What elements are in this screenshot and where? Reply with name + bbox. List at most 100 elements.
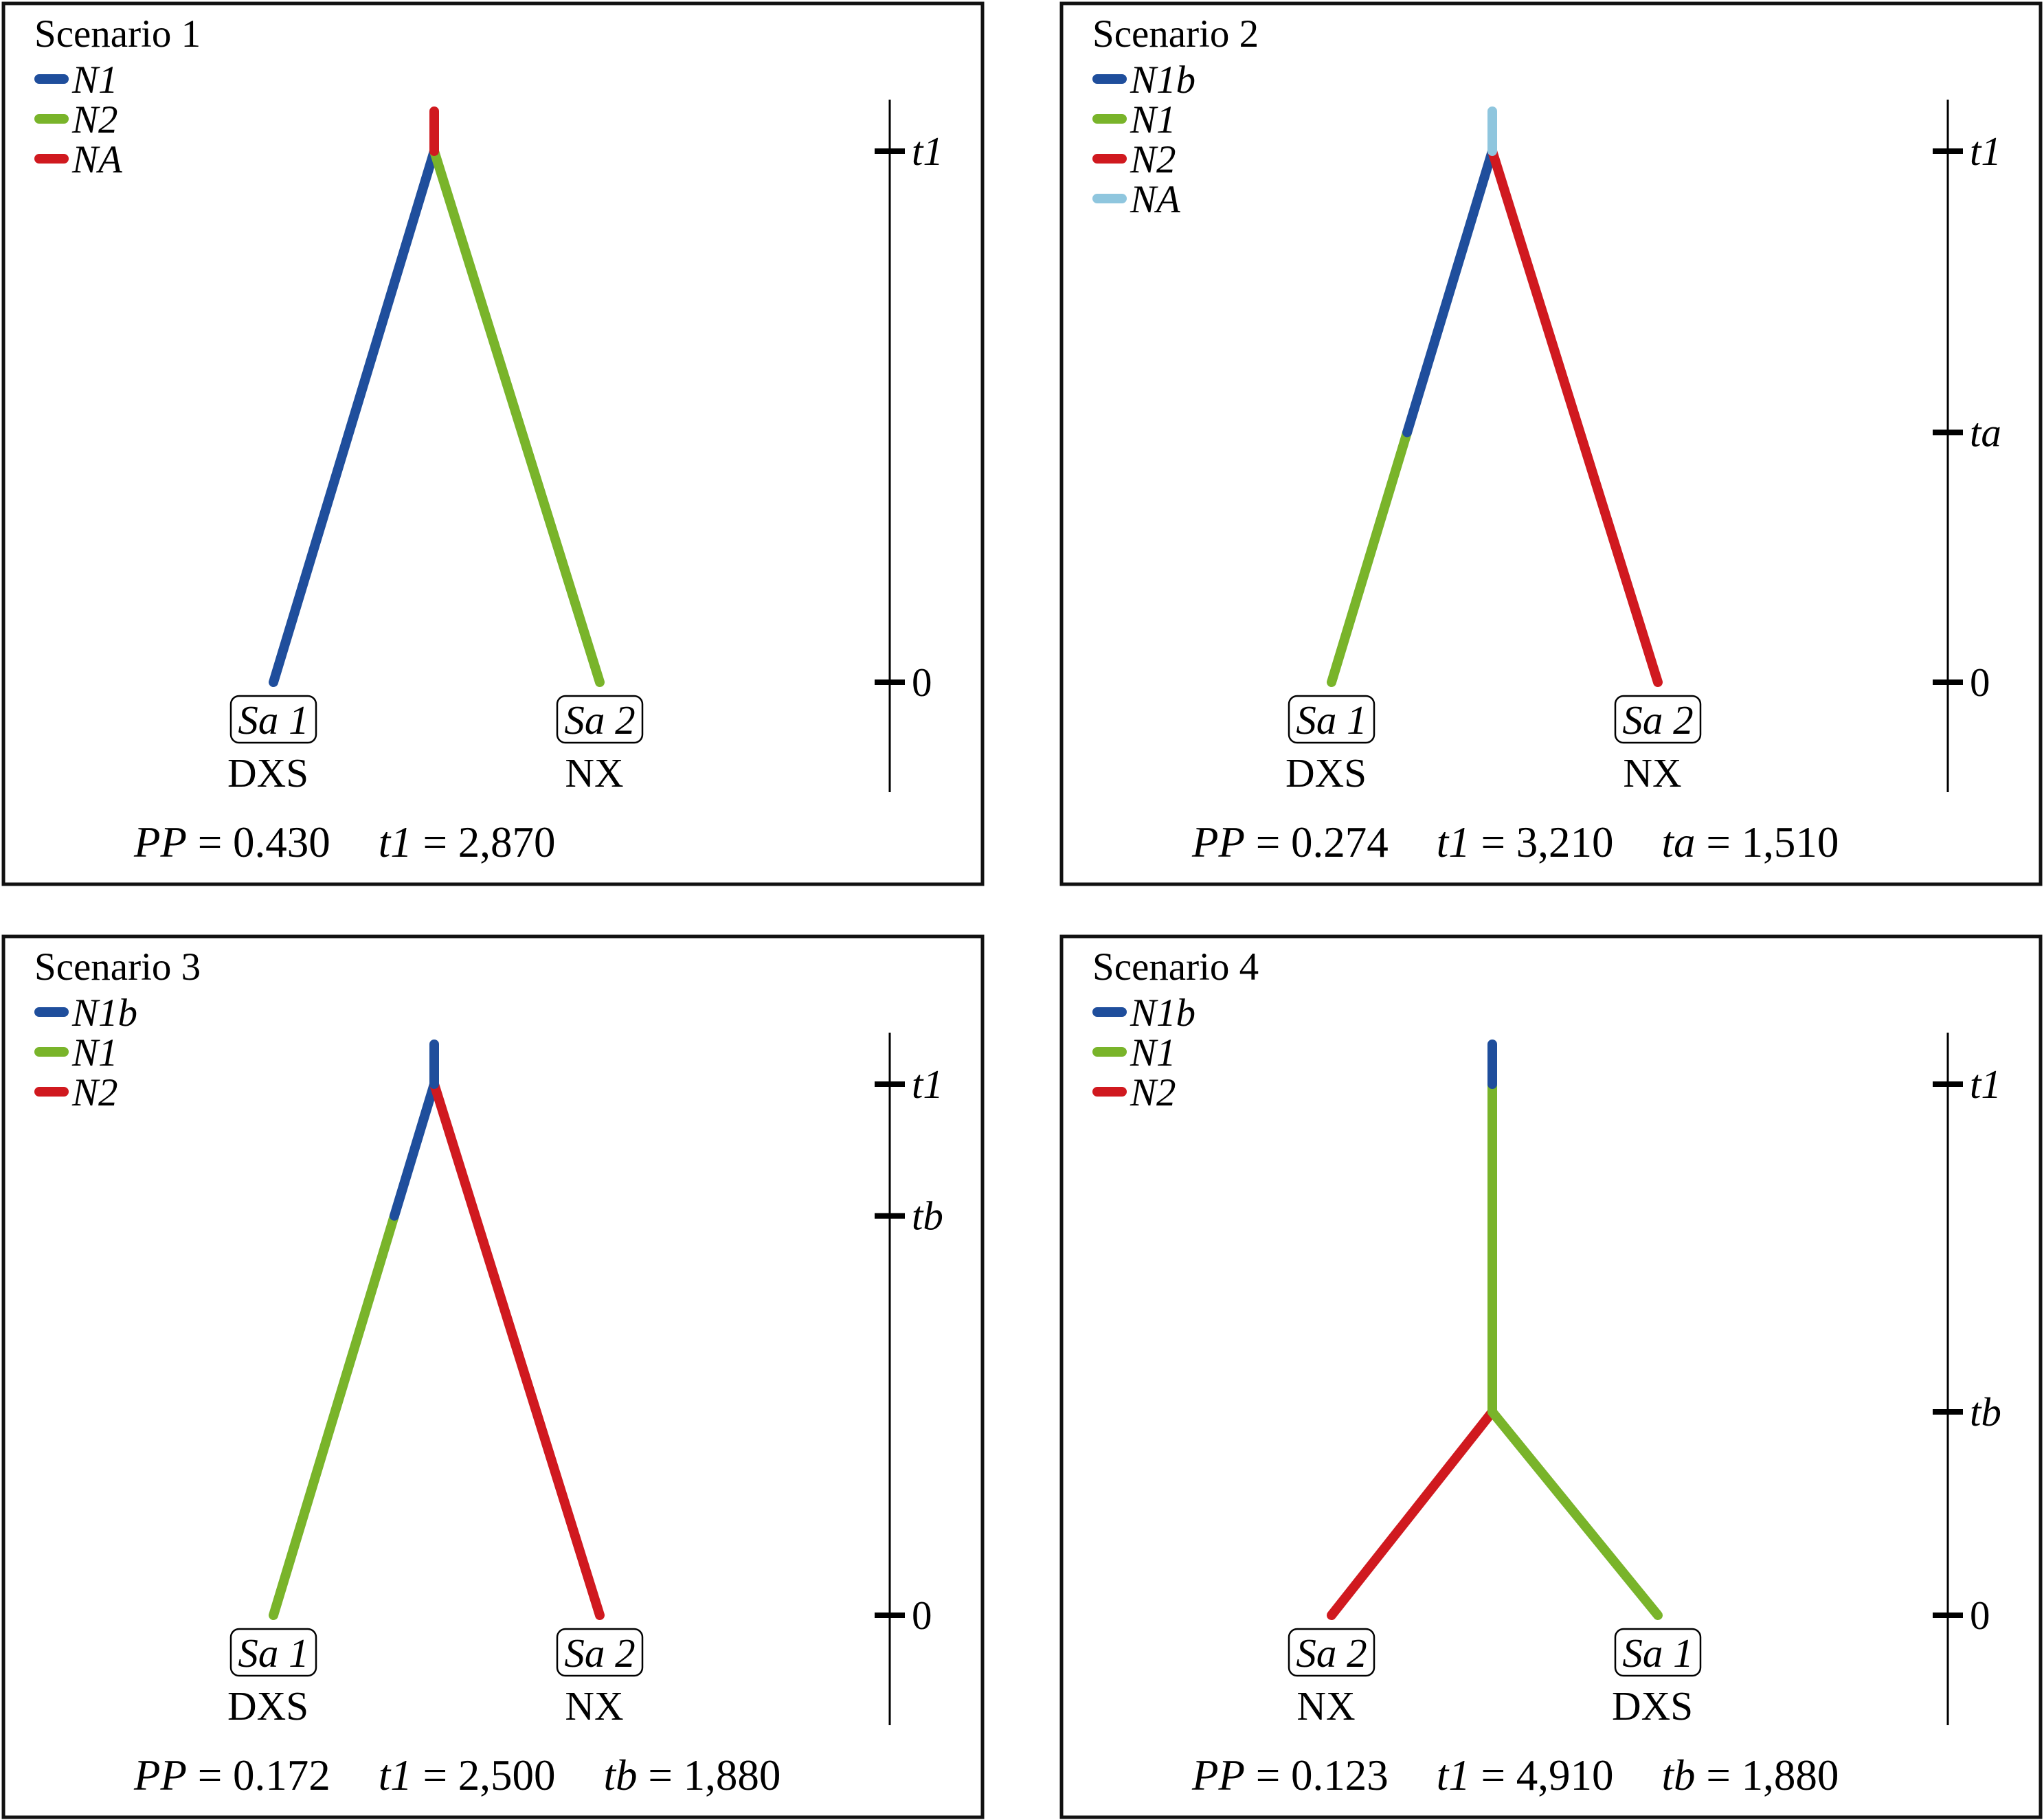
scenario-title: Scenario 3 (34, 945, 201, 989)
sample-box (229, 1628, 317, 1677)
right-branch (1487, 1407, 1663, 1620)
right-branch (429, 1079, 605, 1620)
time-tick-label: t1 (1970, 128, 2001, 174)
footer-param-name: t1 (1437, 818, 1470, 866)
footer-param-name: PP (133, 818, 187, 866)
legend-label: NA (1130, 178, 1181, 221)
left-branch (269, 1211, 399, 1620)
time-tick-label: 0 (912, 660, 932, 705)
scenario-footer: PP = 0.274 t1 = 3,210 ta = 1,510 (1191, 818, 1839, 866)
footer-param-value: 3,210 (1516, 818, 1614, 866)
legend-label: N1 (71, 1031, 118, 1075)
legend-label: NA (71, 138, 123, 181)
footer-param-value: 1,510 (1742, 818, 1839, 866)
footer-equals: = (187, 818, 233, 866)
footer-param-value: 1,880 (684, 1751, 781, 1799)
sample-box (1288, 1628, 1375, 1677)
left-branch (1402, 146, 1497, 438)
footer-param-value: 4,910 (1516, 1751, 1614, 1799)
left-branch (1327, 427, 1413, 687)
left-branch (1327, 1407, 1497, 1620)
legend-label: N1 (71, 58, 118, 102)
sample-box (1614, 1628, 1702, 1677)
right-branch (429, 146, 605, 687)
legend-label: N1b (1130, 991, 1195, 1035)
sample-label: Sa 2 (1296, 1630, 1367, 1676)
time-tick-label: tb (912, 1193, 943, 1239)
footer-param-name: t1 (379, 1751, 412, 1799)
right-branch (1487, 146, 1663, 687)
footer-param-name: tb (604, 1751, 638, 1799)
footer-param-name: t1 (1437, 1751, 1470, 1799)
scenario-footer: PP = 0.430 t1 = 2,870 (133, 818, 556, 866)
footer-param-name: PP (1191, 818, 1245, 866)
legend-label: N1b (1130, 58, 1195, 102)
time-tick-label: t1 (912, 1061, 943, 1107)
footer-equals: = (1470, 1751, 1516, 1799)
panel-frame (1059, 1, 2043, 886)
left-branch (389, 1079, 439, 1221)
legend-label: N1 (1130, 98, 1176, 142)
scenario-title: Scenario 1 (34, 12, 201, 56)
time-tick-label: t1 (912, 128, 943, 174)
panel-frame (1059, 934, 2043, 1819)
footer-param-name: PP (133, 1751, 187, 1799)
footer-param-name: tb (1662, 1751, 1696, 1799)
population-label: NX (565, 1683, 623, 1729)
sample-box (1288, 695, 1375, 744)
footer-param-value: 0.274 (1291, 818, 1389, 866)
footer-param-value: 2,500 (458, 1751, 556, 1799)
population-label: DXS (1612, 1683, 1693, 1729)
footer-equals: = (1245, 1751, 1291, 1799)
sample-box (556, 695, 644, 744)
time-tick-label: 0 (912, 1593, 932, 1638)
time-tick-label: 0 (1970, 660, 1990, 705)
footer-param-value: 2,870 (458, 818, 556, 866)
sample-label: Sa 1 (238, 697, 308, 743)
footer-param-value: 0.123 (1291, 1751, 1389, 1799)
footer-equals: = (1470, 818, 1516, 866)
footer-equals: = (1245, 818, 1291, 866)
legend-label: N2 (1130, 138, 1176, 181)
footer-param-value: 0.430 (233, 818, 330, 866)
scenario-footer: PP = 0.172 t1 = 2,500 tb = 1,880 (133, 1751, 780, 1799)
scenario-title: Scenario 2 (1092, 12, 1259, 56)
time-tick-label: 0 (1970, 1593, 1990, 1638)
legend-label: N1b (71, 991, 137, 1035)
footer-param-value: 1,880 (1742, 1751, 1839, 1799)
footer-equals: = (187, 1751, 233, 1799)
population-label: NX (565, 750, 623, 796)
sample-label: Sa 2 (564, 697, 635, 743)
time-tick-label: t1 (1970, 1061, 2001, 1107)
sample-label: Sa 1 (238, 1630, 308, 1676)
footer-equals: = (638, 1751, 684, 1799)
legend-label: N2 (71, 98, 118, 142)
footer-param-value: 0.172 (233, 1751, 330, 1799)
population-label: DXS (227, 750, 308, 796)
left-branch (269, 146, 439, 687)
time-tick-label: ta (1970, 409, 2001, 455)
footer-equals: = (1696, 1751, 1742, 1799)
population-label: DXS (1285, 750, 1367, 796)
footer-param-name: PP (1191, 1751, 1245, 1799)
panel-frame (1, 934, 985, 1819)
sample-box (1614, 695, 1702, 744)
population-label: NX (1623, 750, 1681, 796)
sample-label: Sa 1 (1622, 1630, 1693, 1676)
footer-param-name: t1 (379, 818, 412, 866)
sample-label: Sa 2 (564, 1630, 635, 1676)
scenario-footer: PP = 0.123 t1 = 4,910 tb = 1,880 (1191, 1751, 1839, 1799)
legend-label: N2 (1130, 1071, 1176, 1114)
sample-label: Sa 2 (1622, 697, 1693, 743)
scenario-title: Scenario 4 (1092, 945, 1259, 989)
population-label: NX (1296, 1683, 1355, 1729)
sample-box (229, 695, 317, 744)
population-label: DXS (227, 1683, 308, 1729)
sample-box (556, 1628, 644, 1677)
footer-equals: = (1696, 818, 1742, 866)
footer-equals: = (412, 1751, 458, 1799)
